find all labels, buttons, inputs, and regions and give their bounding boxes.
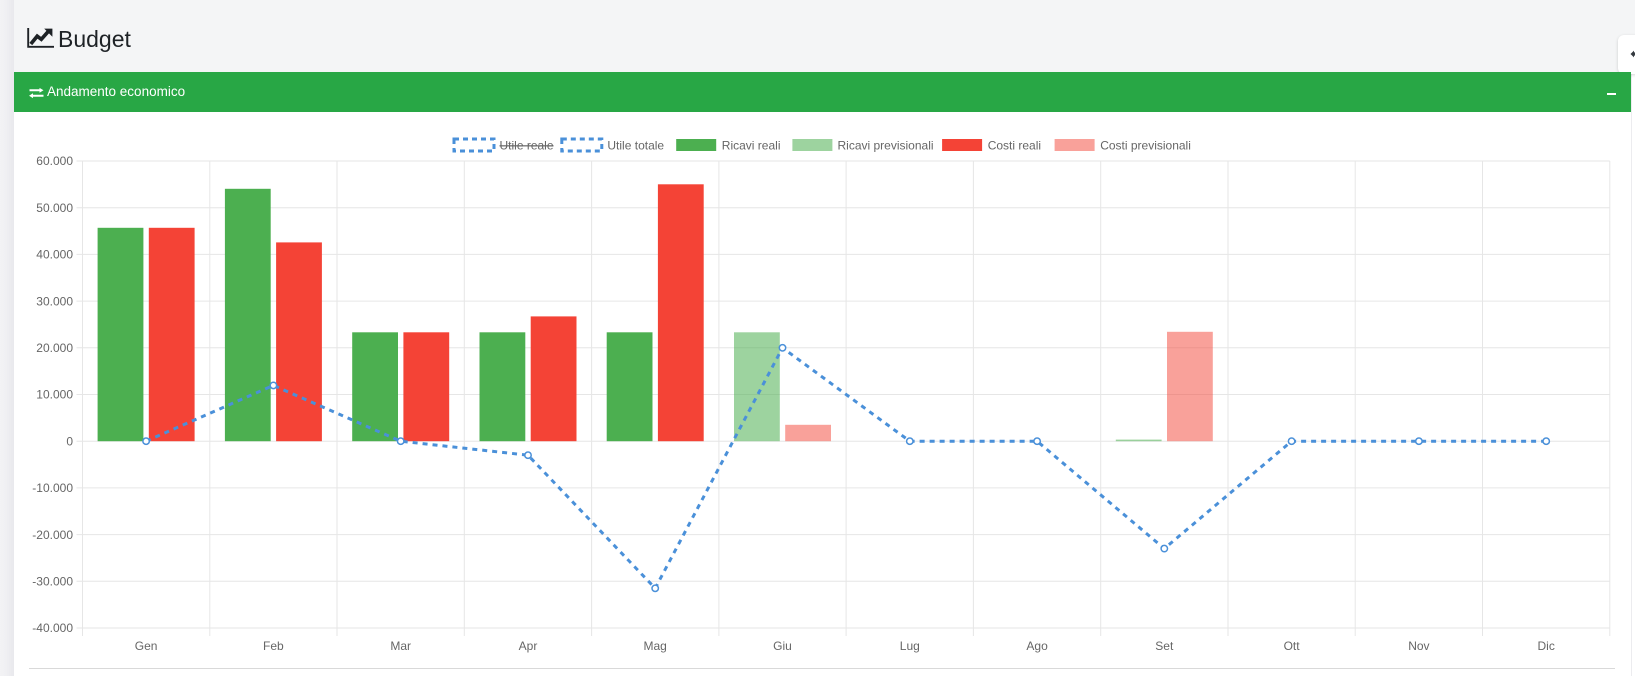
svg-text:-40.000: -40.000 [32, 621, 73, 635]
svg-text:Mar: Mar [390, 639, 411, 653]
svg-text:Gen: Gen [135, 639, 158, 653]
svg-text:Lug: Lug [900, 639, 920, 653]
svg-text:Giu: Giu [773, 639, 792, 653]
svg-text:Apr: Apr [519, 639, 538, 653]
svg-text:Feb: Feb [263, 639, 284, 653]
svg-text:-20.000: -20.000 [32, 528, 73, 542]
svg-text:30.000: 30.000 [36, 294, 73, 308]
svg-text:-30.000: -30.000 [32, 575, 73, 589]
svg-text:Ago: Ago [1026, 639, 1048, 653]
svg-text:Ricavi previsionali: Ricavi previsionali [838, 139, 934, 153]
svg-text:Costi previsionali: Costi previsionali [1100, 139, 1191, 153]
svg-text:Ricavi reali: Ricavi reali [722, 139, 781, 153]
svg-text:60.000: 60.000 [36, 154, 73, 168]
svg-text:-10.000: -10.000 [32, 481, 73, 495]
svg-text:Utile reale: Utile reale [500, 139, 554, 153]
svg-text:50.000: 50.000 [36, 201, 73, 215]
svg-text:40.000: 40.000 [36, 248, 73, 262]
svg-text:Ott: Ott [1284, 639, 1301, 653]
svg-text:Nov: Nov [1408, 639, 1429, 653]
svg-text:Dic: Dic [1538, 639, 1555, 653]
svg-text:Set: Set [1155, 639, 1174, 653]
svg-text:Utile totale: Utile totale [607, 139, 664, 153]
svg-text:Costi reali: Costi reali [988, 139, 1041, 153]
svg-text:0: 0 [66, 434, 73, 448]
svg-text:Mag: Mag [644, 639, 667, 653]
svg-text:20.000: 20.000 [36, 341, 73, 355]
svg-text:10.000: 10.000 [36, 388, 73, 402]
